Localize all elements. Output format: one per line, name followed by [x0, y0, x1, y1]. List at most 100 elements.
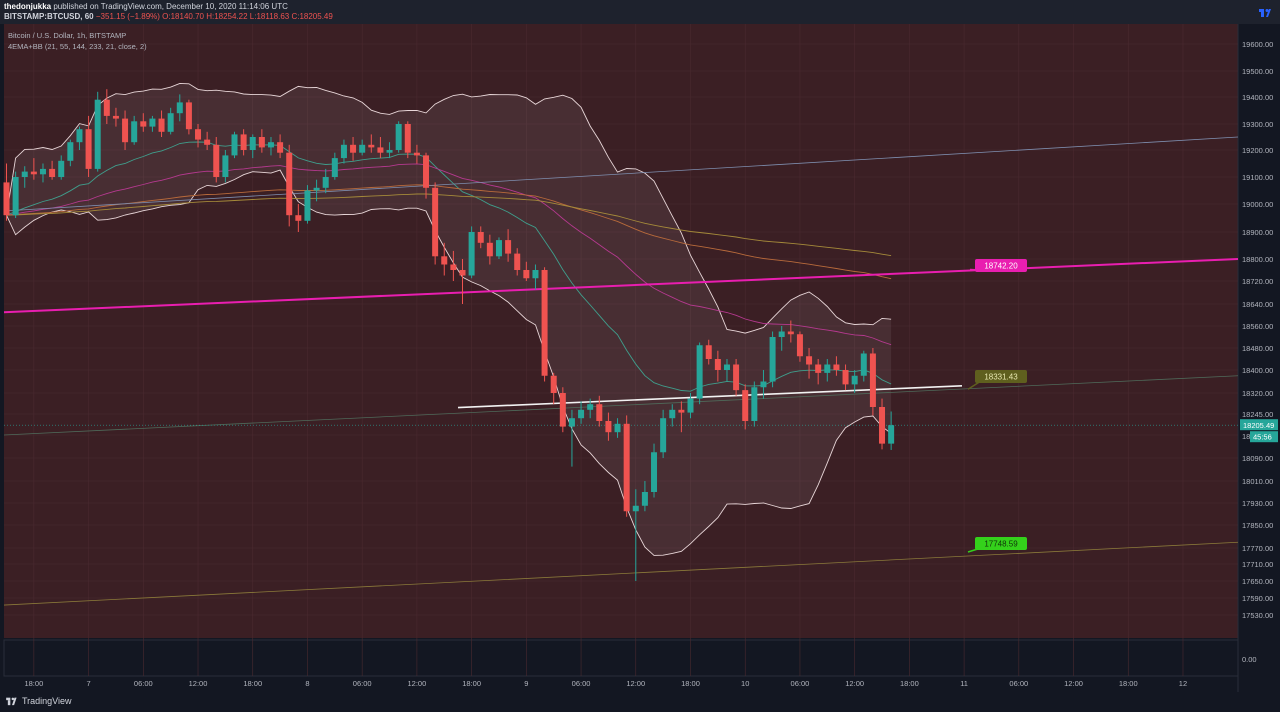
time-tick-label: 12:00 — [845, 679, 864, 688]
price-tick-label: 19100.00 — [1242, 173, 1273, 182]
trend-line-magenta — [3, 258, 1239, 314]
candle-body — [204, 139, 211, 145]
price-chart[interactable]: 18742.20 18331.43 17748.59 19600.00 19500.00… — [0, 24, 1280, 692]
ohlc-values: O:18140.70 H:18254.22 L:18118.63 C:18205… — [162, 12, 333, 21]
candle-body — [158, 118, 165, 132]
price-tick-label: 18245.00 — [1242, 410, 1273, 419]
price-tick-label: 19600.00 — [1242, 40, 1273, 49]
price-tick-label: 18010.00 — [1242, 477, 1273, 486]
published-text: published on TradingView.com, December 1… — [53, 2, 288, 11]
candle-body — [49, 168, 56, 177]
candle-body — [58, 160, 65, 177]
candle-body — [404, 124, 411, 153]
time-tick-label: 18:00 — [1119, 679, 1138, 688]
trend-line-lower — [3, 541, 1239, 606]
time-tick-label: 12 — [1179, 679, 1187, 688]
level-label-1: 18742.20 — [969, 259, 1027, 272]
bollinger-band-fill — [6, 83, 892, 556]
tradingview-logo-icon — [6, 697, 17, 706]
price-change: −351.15 (−1.89%) — [95, 12, 160, 21]
candle-body — [185, 102, 192, 130]
level-label-box — [975, 537, 1027, 550]
candle-body — [12, 177, 19, 216]
last-price-value: 18205.49 — [1243, 421, 1274, 430]
price-tick-label: 18640.00 — [1242, 300, 1273, 309]
time-tick-label: 06:00 — [572, 679, 591, 688]
trend-line-mid — [3, 375, 1239, 436]
price-tick-label: 18560.00 — [1242, 322, 1273, 331]
candle-body — [623, 423, 630, 512]
symbol-label: BITSTAMP:BTCUSD, 60 — [4, 12, 94, 21]
author-line: thedonjukka published on TradingView.com… — [4, 2, 288, 11]
candle-body — [167, 113, 174, 132]
candle-body — [195, 129, 202, 140]
candle-body — [614, 423, 621, 433]
candle-body — [295, 215, 302, 221]
footer-brand-label: TradingView — [22, 696, 72, 706]
time-tick-label: 7 — [86, 679, 90, 688]
candle-body — [286, 152, 293, 216]
level-label-2: 18331.43 — [967, 370, 1027, 390]
candle-body — [851, 375, 858, 385]
time-tick-label: 18:00 — [900, 679, 919, 688]
candle-body — [641, 492, 648, 506]
candle-body — [778, 331, 785, 337]
time-tick-label: 12:00 — [626, 679, 645, 688]
time-tick-label: 12:00 — [189, 679, 208, 688]
chart-legend: Bitcoin / U.S. Dollar, 1h, BITSTAMP 4EMA… — [8, 30, 147, 52]
candle-body — [176, 102, 183, 114]
price-tick-label: 19300.00 — [1242, 120, 1273, 129]
candle-body — [505, 240, 512, 254]
level-label-text: 17748.59 — [984, 540, 1018, 549]
price-tick-label: 17850.00 — [1242, 521, 1273, 530]
candle-body — [833, 364, 840, 370]
candle-body — [605, 421, 612, 433]
series-title: Bitcoin / U.S. Dollar, 1h, BITSTAMP — [8, 31, 127, 40]
candle-body — [340, 144, 347, 159]
candle-body — [723, 364, 730, 370]
white-trend-line — [457, 385, 963, 409]
price-tick-label: 19500.00 — [1242, 67, 1273, 76]
candle-body — [441, 256, 448, 265]
candle-body — [313, 187, 320, 191]
footer-brand[interactable]: TradingView — [6, 696, 72, 706]
candle-body — [550, 375, 557, 393]
candle-body — [787, 331, 794, 335]
author-name[interactable]: thedonjukka — [4, 2, 52, 11]
candle-body — [67, 142, 74, 161]
ema-144 — [6, 184, 892, 280]
candle-body — [678, 409, 685, 413]
time-tick-label: 18:00 — [243, 679, 262, 688]
candle-body — [304, 190, 311, 221]
time-tick-label: 9 — [524, 679, 528, 688]
countdown-value: 45:56 — [1253, 433, 1272, 442]
candle-body — [559, 393, 566, 427]
candle-body — [760, 381, 767, 388]
candle-body — [39, 168, 46, 175]
candle-body — [395, 124, 402, 150]
candle-body — [3, 182, 10, 216]
candle-body — [486, 242, 493, 257]
price-tick-label: 18480.00 — [1242, 344, 1273, 353]
candle-body — [879, 407, 886, 444]
candle-body — [423, 155, 430, 188]
candle-body — [131, 121, 138, 143]
price-tick-label: 17650.00 — [1242, 577, 1273, 586]
candle-body — [213, 144, 220, 177]
candle-body — [660, 418, 667, 453]
price-tick-label: 17710.00 — [1242, 560, 1273, 569]
indicator-pane-value: 0.00 — [1242, 655, 1257, 664]
time-tick-label: 8 — [305, 679, 309, 688]
candle-body — [596, 404, 603, 421]
time-tick-label: 18:00 — [681, 679, 700, 688]
candle-body — [587, 404, 594, 410]
candle-body — [249, 137, 256, 150]
candle-body — [696, 345, 703, 399]
price-tick-label: 17930.00 — [1242, 499, 1273, 508]
price-tick-label: 19200.00 — [1242, 146, 1273, 155]
candle-body — [76, 129, 83, 143]
time-tick-label: 06:00 — [134, 679, 153, 688]
candle-body — [258, 137, 265, 148]
candle-body — [413, 152, 420, 156]
candle-body — [632, 505, 639, 512]
